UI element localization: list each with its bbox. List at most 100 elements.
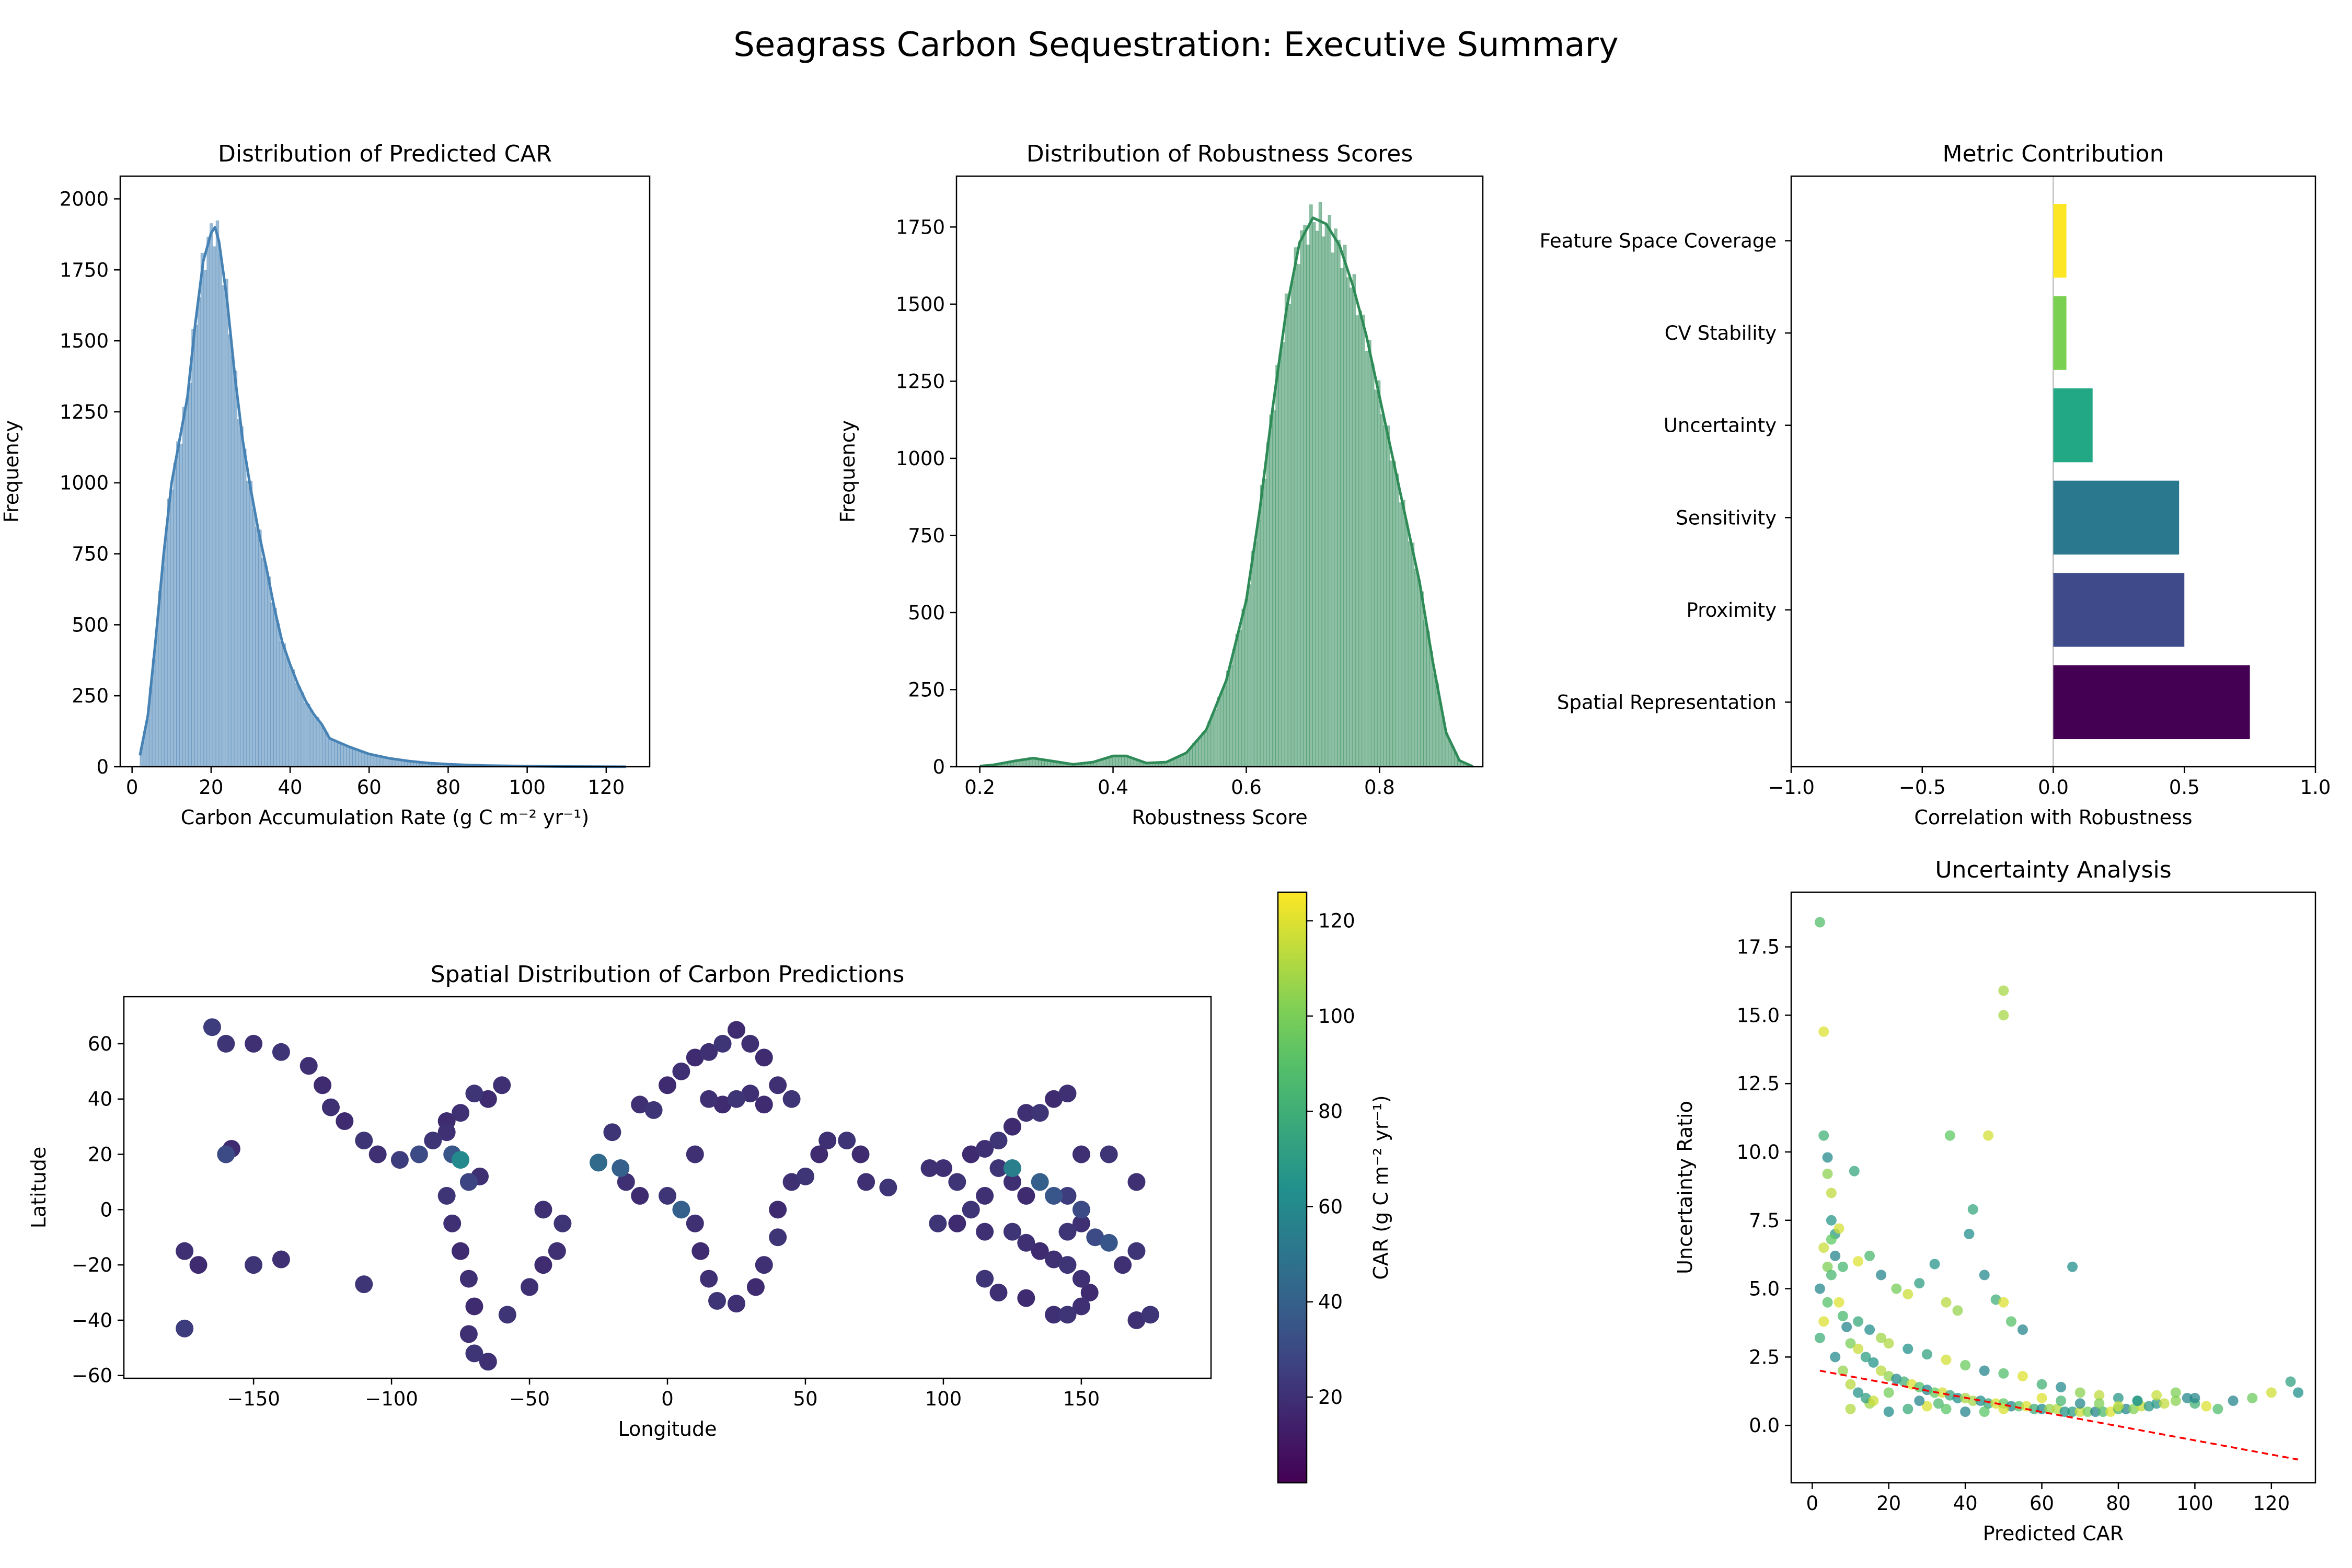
map-point <box>1045 1186 1063 1205</box>
map-point <box>976 1139 994 1158</box>
map-point <box>554 1214 572 1232</box>
map-point <box>1072 1297 1090 1316</box>
histogram-bar <box>316 717 320 767</box>
histogram-bar <box>191 329 195 767</box>
map-point <box>962 1145 980 1163</box>
histogram-bar <box>1198 736 1202 767</box>
y-tick-label: 40 <box>88 1088 112 1111</box>
histogram-bar <box>1432 672 1436 767</box>
map-point <box>272 1043 290 1061</box>
density-line <box>979 216 1473 768</box>
histogram-bar <box>188 383 192 767</box>
x-tick-label: 20 <box>1876 1492 1901 1515</box>
map-point <box>1017 1289 1035 1307</box>
histogram-bar <box>1414 569 1418 767</box>
y-tick-label: −20 <box>72 1254 112 1276</box>
axes-frame <box>955 175 1484 768</box>
histogram-bar <box>218 253 223 767</box>
scatter-point <box>2036 1379 2047 1390</box>
histogram-bar <box>1331 252 1335 767</box>
scatter-point <box>2201 1401 2212 1412</box>
histogram-bar <box>155 633 159 767</box>
scatter-point <box>1903 1403 1913 1414</box>
map-point <box>410 1145 428 1163</box>
histogram-bar <box>258 529 262 767</box>
map-point <box>746 1278 765 1296</box>
histogram-bar <box>319 723 322 767</box>
histogram-bar <box>1334 228 1338 767</box>
histogram-bar <box>1336 239 1341 767</box>
colorbar-tick-label: 80 <box>1318 1100 1343 1123</box>
map-point <box>355 1132 373 1150</box>
scatter-point <box>2094 1398 2105 1409</box>
x-tick-label: 0 <box>126 776 139 799</box>
y-tick-label: 500 <box>908 602 945 624</box>
histogram-bar <box>185 398 189 767</box>
map-point <box>368 1145 387 1163</box>
x-tick-label: 40 <box>278 776 303 799</box>
histogram-bar <box>1115 755 1119 767</box>
x-tick-label: 150 <box>1063 1388 1100 1410</box>
map-point <box>1100 1145 1118 1163</box>
scatter-point <box>1837 1310 1848 1321</box>
histogram-bar <box>340 743 344 767</box>
x-tick-label: 0 <box>661 1388 674 1410</box>
map-point <box>424 1132 442 1150</box>
scatter-point <box>1876 1365 1887 1376</box>
x-tick-label: 100 <box>925 1388 962 1410</box>
histogram-bar <box>282 643 286 767</box>
histogram-bar <box>334 740 338 767</box>
histogram-bar <box>160 566 165 767</box>
map-point <box>659 1186 676 1205</box>
scatter-point <box>2170 1396 2181 1406</box>
map-point <box>465 1344 483 1363</box>
histogram-bar <box>1303 225 1307 767</box>
histogram-bar <box>1112 756 1116 767</box>
scatter-point <box>1864 1324 1875 1335</box>
scatter-point <box>1941 1354 1952 1365</box>
scatter-point <box>1853 1387 1864 1398</box>
scatter-point <box>1998 1368 2009 1379</box>
map-point <box>686 1048 704 1067</box>
map-point <box>644 1101 663 1119</box>
map-point <box>479 1090 497 1108</box>
map-point <box>879 1179 897 1196</box>
map-point <box>1045 1090 1063 1108</box>
histogram-bar <box>1253 541 1258 767</box>
histogram-bar <box>167 498 171 767</box>
map-point <box>1058 1223 1077 1241</box>
trend-line <box>1819 1369 2299 1461</box>
map-point <box>631 1096 649 1114</box>
category-label: Uncertainty <box>1664 414 1777 437</box>
histogram-bar <box>1241 608 1246 767</box>
scatter-point <box>1860 1352 1871 1363</box>
x-axis-label: Carbon Accumulation Rate (g C m⁻² yr⁻¹) <box>181 806 589 829</box>
histogram-bar <box>1318 202 1322 767</box>
x-tick-label: −1.0 <box>1768 776 1815 799</box>
y-tick-label: 20 <box>88 1144 112 1166</box>
map-point <box>1003 1223 1021 1241</box>
scatter-point <box>2151 1390 2162 1401</box>
histogram-bar <box>230 355 235 767</box>
scatter-point <box>1983 1130 1994 1141</box>
scatter-point <box>1998 1403 2009 1414</box>
map-point <box>1045 1306 1063 1324</box>
y-tick-label: 1000 <box>896 447 945 470</box>
map-point <box>741 1085 759 1103</box>
histogram-bar <box>1358 310 1363 767</box>
map-point <box>1141 1306 1159 1324</box>
scatter-point <box>1960 1360 1971 1371</box>
histogram-bar <box>367 753 371 767</box>
histogram-bar <box>273 607 277 767</box>
histogram-bar <box>1343 245 1347 767</box>
scatter-point <box>1841 1321 1852 1332</box>
scatter-point <box>1903 1343 1913 1354</box>
y-tick-label: 12.5 <box>1737 1073 1780 1095</box>
scatter-point <box>1837 1261 1848 1272</box>
histogram-bar <box>1118 755 1122 767</box>
x-tick-label: 0.6 <box>1231 776 1262 799</box>
histogram-bar <box>1121 756 1125 767</box>
map-point <box>659 1076 676 1094</box>
scatter-point <box>2228 1396 2239 1406</box>
map-point <box>534 1256 552 1274</box>
